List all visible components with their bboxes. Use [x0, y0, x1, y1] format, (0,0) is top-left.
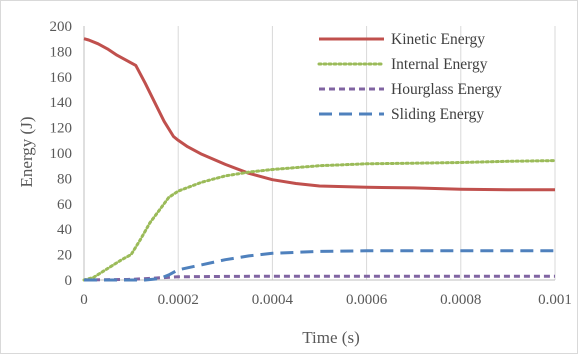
x-axis-title: Time (s)	[302, 328, 359, 347]
x-tick-label: 0.0004	[252, 292, 294, 308]
x-tick-label: 0.0006	[346, 292, 388, 308]
y-tick-label: 160	[50, 70, 73, 86]
x-tick-label: 0.001	[538, 292, 572, 308]
grid-lines	[177, 26, 556, 280]
x-tick-label: 0	[80, 292, 88, 308]
y-axis-title: Energy (J)	[17, 117, 36, 188]
y-tick-label: 100	[50, 146, 73, 162]
x-tick-label: 0.0008	[440, 292, 481, 308]
axes	[83, 26, 555, 281]
y-tick-label: 20	[57, 248, 72, 264]
y-tick-label: 120	[50, 121, 73, 137]
legend-label: Hourglass Energy	[391, 81, 502, 98]
tick-labels: 0 0.0002 0.0004 0.0006 0.0008 0.001 0 20 40 60 80 1…	[50, 19, 572, 308]
legend-label: Kinetic Energy	[391, 31, 485, 48]
y-tick-label: 0	[65, 273, 73, 289]
line-chart: 0 0.0002 0.0004 0.0006 0.0008 0.001 0 20 40 60 80 1…	[17, 19, 572, 347]
x-tick-label: 0.0002	[158, 292, 199, 308]
y-tick-label: 140	[50, 95, 73, 111]
series-lines	[82, 37, 557, 282]
y-tick-label: 180	[50, 44, 73, 60]
y-tick-label: 80	[57, 171, 72, 187]
y-tick-label: 40	[57, 222, 72, 238]
series-line-sliding-energy	[84, 249, 555, 282]
series-line-internal-energy	[82, 159, 557, 282]
series-line-kinetic-energy	[83, 37, 555, 192]
series-line-hourglass-energy	[83, 274, 555, 282]
legend-label: Sliding Energy	[391, 106, 484, 123]
legend-label: Internal Energy	[391, 56, 488, 73]
y-tick-label: 200	[50, 19, 73, 35]
legend: Kinetic Energy Internal Energy Hourglass E…	[317, 31, 502, 123]
y-tick-label: 60	[57, 197, 72, 213]
